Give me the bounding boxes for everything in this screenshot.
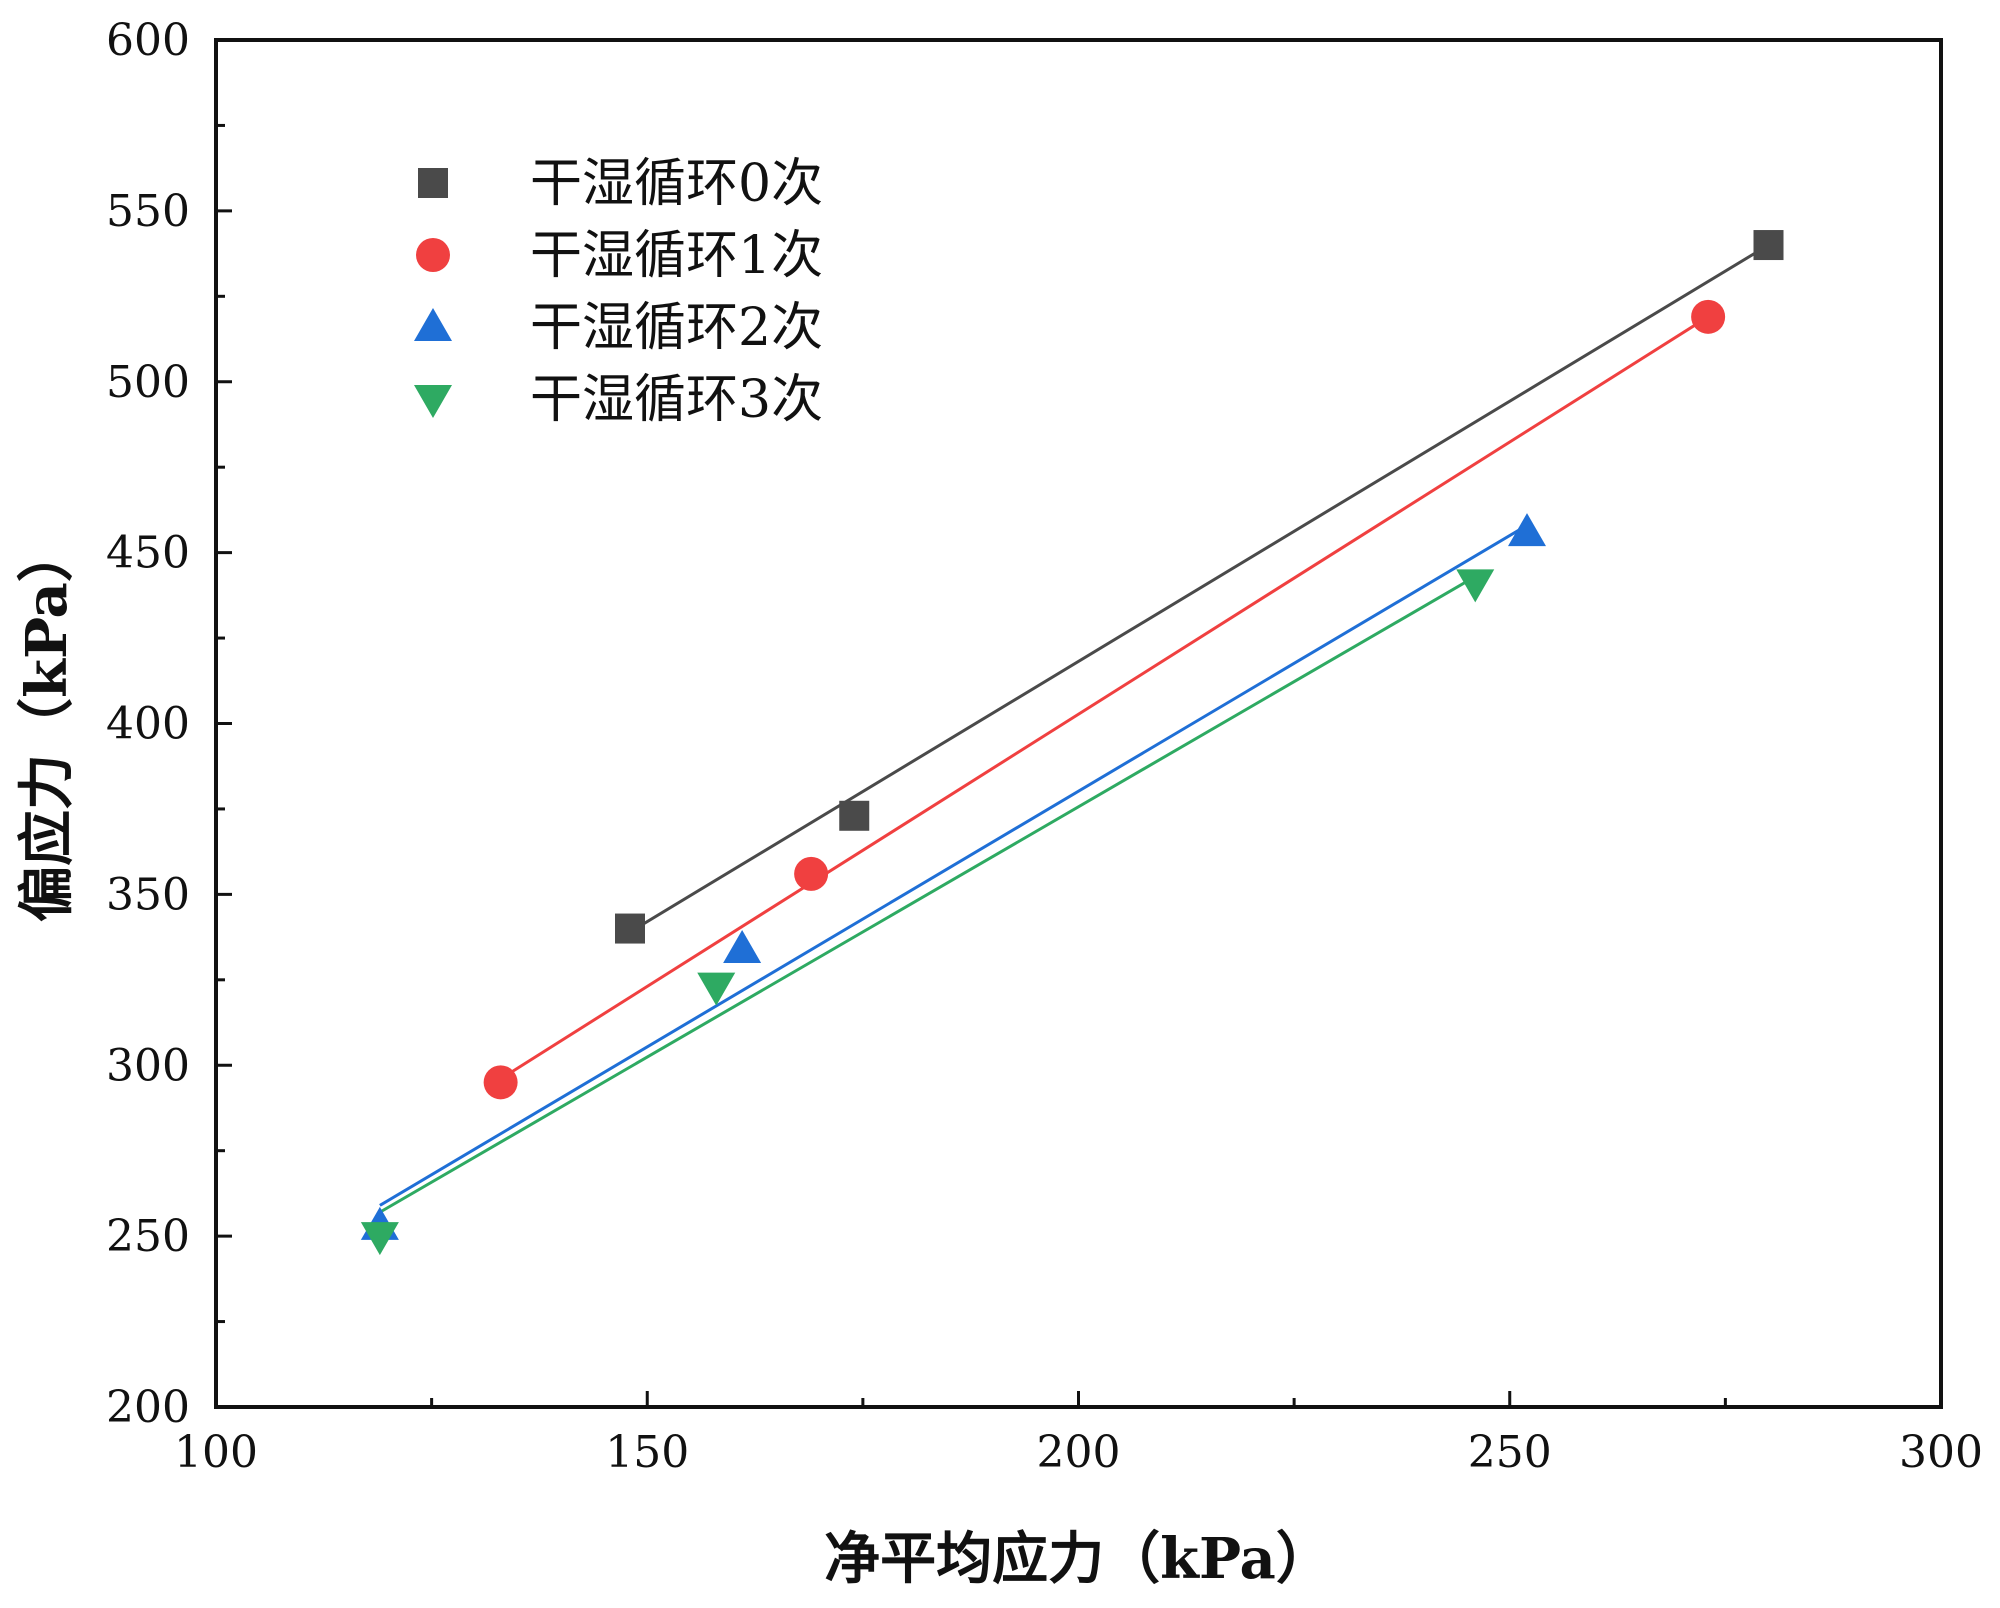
y-tick-label: 600 bbox=[106, 15, 190, 66]
fit-line bbox=[379, 523, 1528, 1207]
data-point bbox=[360, 1222, 399, 1256]
y-tick-label: 550 bbox=[106, 186, 190, 237]
plot-frame bbox=[214, 38, 1943, 1409]
x-tick-label: 200 bbox=[1037, 1427, 1121, 1478]
legend-marker bbox=[414, 308, 452, 341]
x-tick-label: 300 bbox=[1899, 1427, 1983, 1478]
legend-marker bbox=[414, 385, 452, 418]
data-point bbox=[723, 930, 762, 964]
x-axis-title: 净平均应力（kPa） bbox=[824, 1526, 1332, 1592]
x-tick-label: 150 bbox=[605, 1427, 689, 1478]
y-tick-label: 250 bbox=[106, 1211, 190, 1262]
data-point bbox=[697, 972, 736, 1006]
y-tick-label: 350 bbox=[106, 869, 190, 920]
legend-label: 干湿循环0次 bbox=[530, 154, 823, 214]
data-point bbox=[1691, 299, 1726, 334]
legend-label: 干湿循环3次 bbox=[530, 370, 823, 430]
data-point bbox=[794, 856, 829, 891]
fit-line bbox=[629, 243, 1770, 934]
y-tick-label: 200 bbox=[106, 1382, 190, 1433]
data-point bbox=[1753, 230, 1784, 261]
data-point bbox=[615, 913, 645, 944]
legend-label: 干湿循环2次 bbox=[530, 298, 823, 358]
data-markers bbox=[360, 230, 1784, 1256]
x-tick-label: 250 bbox=[1468, 1427, 1552, 1478]
data-point bbox=[1456, 569, 1495, 603]
fit-line bbox=[499, 315, 1709, 1081]
legend-label: 干湿循环1次 bbox=[530, 226, 823, 286]
x-tick-label: 100 bbox=[174, 1427, 258, 1478]
fit-line bbox=[379, 575, 1477, 1214]
fit-lines bbox=[379, 243, 1770, 1214]
data-point bbox=[839, 800, 870, 831]
y-tick-label: 450 bbox=[106, 528, 190, 579]
legend-marker bbox=[416, 238, 450, 272]
data-point bbox=[483, 1065, 518, 1100]
legend-marker bbox=[418, 168, 448, 198]
y-axis-title: 偏应力（kPa） bbox=[14, 526, 80, 922]
y-tick-label: 500 bbox=[106, 357, 190, 408]
y-tick-label: 400 bbox=[106, 699, 190, 750]
y-axis-ticks: 200 250 300 350 400 450 500 550 600 bbox=[106, 15, 232, 1433]
y-tick-label: 300 bbox=[106, 1040, 190, 1091]
data-point bbox=[1508, 513, 1546, 547]
x-axis-ticks: 100 150 200 250 300 bbox=[174, 1391, 1983, 1478]
